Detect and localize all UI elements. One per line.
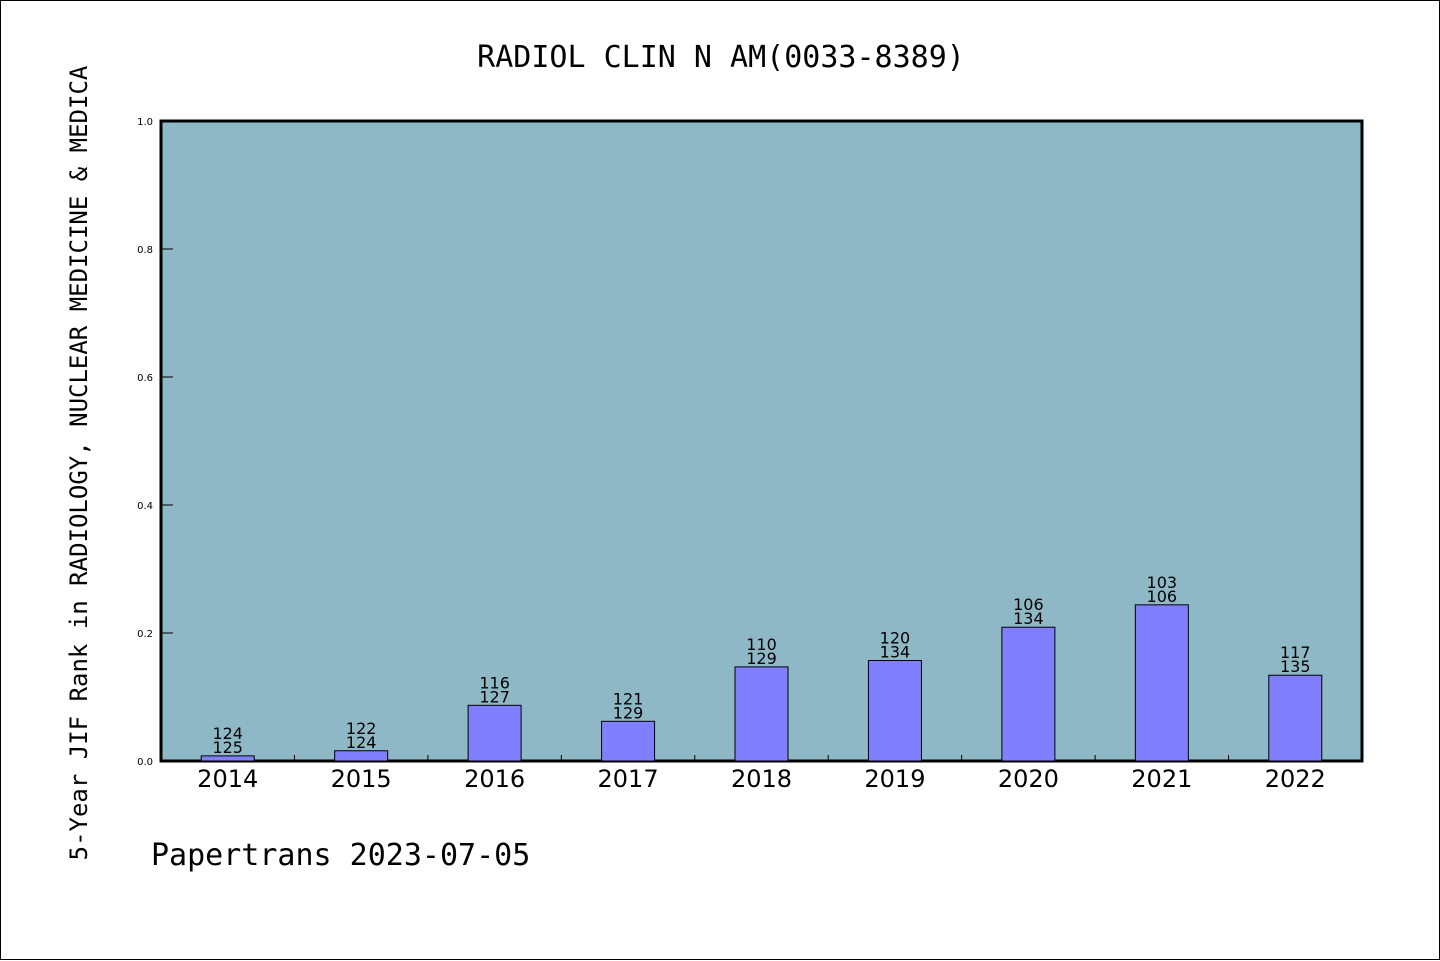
x-axis-ticks: 2014 2015 2016 2017 2018 2019 2020 2021 2022 (160, 755, 1363, 793)
y-axis-label: 5-Year JIF Rank in RADIOLOGY, NUCLEAR ME… (65, 65, 93, 860)
bar-label-rank-top: 122 (346, 719, 377, 738)
x-tick-label: 2015 (331, 765, 392, 793)
bar-2022 (1268, 674, 1323, 762)
footer-source-date: Papertrans 2023-07-05 (151, 838, 530, 873)
bar-label-rank-bottom: 129 (746, 649, 777, 668)
bar-label-rank-top: 124 (212, 724, 243, 743)
y-tick-label: 0.6 (137, 373, 153, 384)
bar-2015 (334, 750, 389, 762)
bar-label-rank-top: 117 (1280, 643, 1311, 662)
bar-2021 (1134, 604, 1189, 762)
y-tick-label: 0.8 (137, 245, 153, 256)
bar-series (200, 604, 1323, 762)
x-tick-label: 2022 (1265, 765, 1326, 793)
bar-2016 (467, 704, 522, 762)
bar-label-rank-top: 106 (1013, 595, 1044, 614)
bar-2019 (867, 660, 922, 762)
x-tick-label: 2020 (998, 765, 1059, 793)
x-tick-label: 2018 (731, 765, 792, 793)
bar-label-rank-top: 103 (1147, 573, 1178, 592)
bar-label-rank-bottom: 125 (212, 738, 243, 757)
bar-label-rank-bottom: 134 (880, 643, 911, 662)
x-tick-label: 2014 (197, 765, 258, 793)
bar-2014 (200, 755, 255, 762)
y-tick-label: 0.0 (137, 757, 153, 768)
y-tick-label: 0.2 (137, 629, 153, 640)
bar-label-rank-bottom: 135 (1280, 657, 1311, 676)
y-axis-ticks: 0.0 0.2 0.4 0.6 0.8 1.0 (137, 117, 173, 768)
bar-label-rank-top: 120 (880, 629, 911, 648)
x-tick-label: 2016 (464, 765, 525, 793)
bar-label-rank-top: 116 (479, 673, 510, 692)
y-tick-label: 0.4 (137, 501, 153, 512)
bar-label-rank-bottom: 124 (346, 733, 377, 752)
x-tick-label: 2019 (864, 765, 925, 793)
bar-label-rank-bottom: 127 (479, 687, 510, 706)
x-tick-label: 2021 (1131, 765, 1192, 793)
bar-label-rank-bottom: 106 (1147, 587, 1178, 606)
bar-2018 (734, 666, 789, 762)
chart-title: RADIOL CLIN N AM(0033-8389) (477, 40, 965, 75)
bar-label-rank-top: 121 (613, 689, 644, 708)
bar-label-rank-top: 110 (746, 635, 777, 654)
x-tick-label: 2017 (598, 765, 659, 793)
bar-label-rank-bottom: 129 (613, 703, 644, 722)
bar-label-rank-bottom: 134 (1013, 609, 1044, 628)
y-tick-label: 1.0 (137, 117, 153, 128)
bar-2020 (1001, 626, 1056, 762)
bar-2017 (601, 720, 656, 762)
